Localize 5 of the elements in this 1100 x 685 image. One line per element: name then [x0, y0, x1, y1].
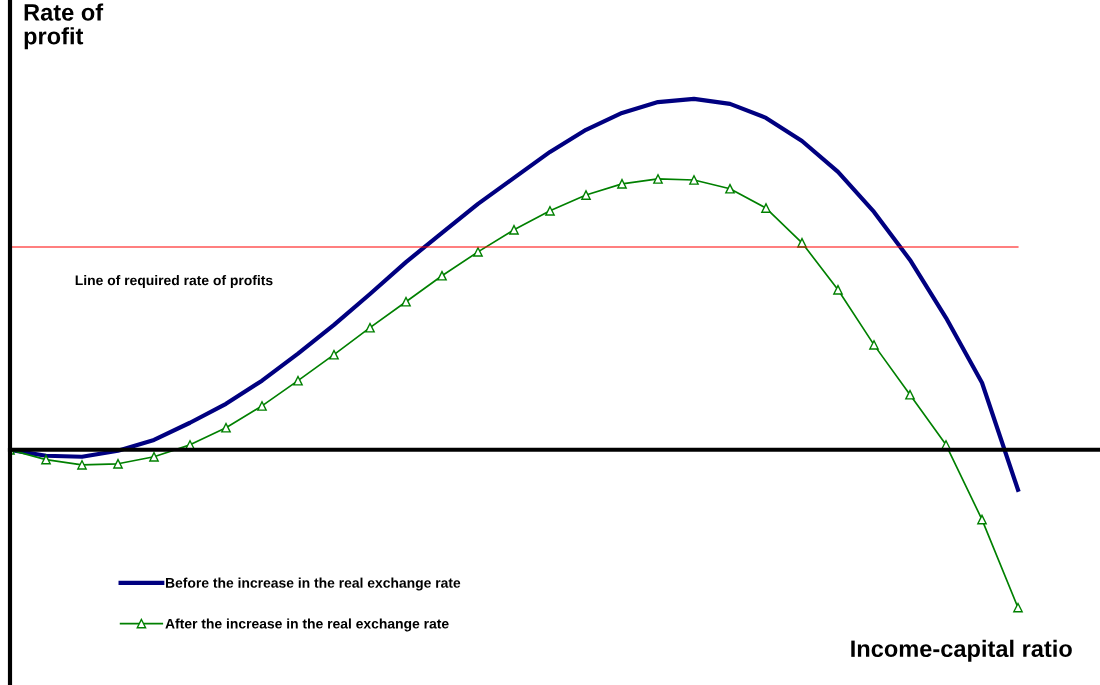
legend-label: After the increase in the real exchange rate	[165, 618, 449, 632]
legend-label: Before the increase in the real exchange rate	[165, 577, 461, 591]
ref-line-label: Line of required rate of profits	[75, 275, 273, 288]
y-axis-title: Rate of profit	[24, 3, 104, 50]
x-axis-title: Income-capital ratio	[851, 639, 1072, 662]
